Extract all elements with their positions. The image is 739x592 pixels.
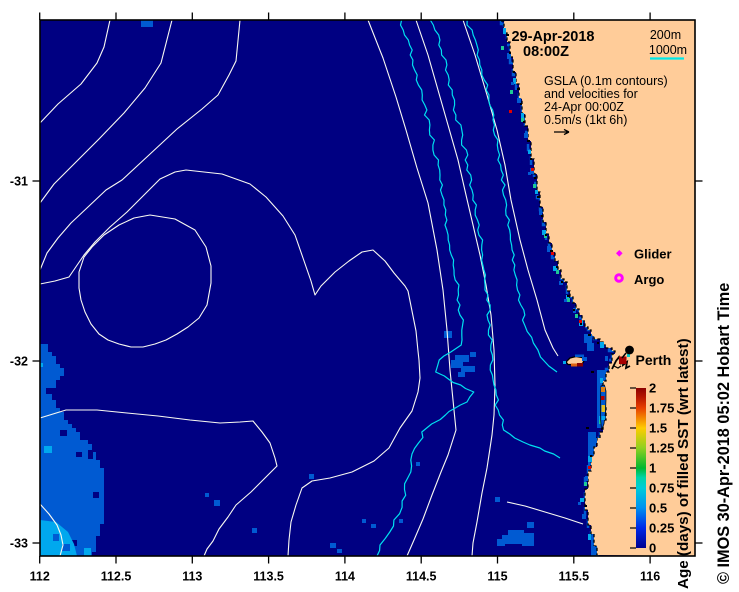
svg-text:115.5: 115.5 (559, 570, 590, 584)
svg-text:113: 113 (182, 570, 202, 584)
svg-text:1.25: 1.25 (649, 441, 674, 456)
svg-text:112: 112 (30, 570, 50, 584)
svg-text:Age (days) of filled SST (wrt: Age (days) of filled SST (wrt latest) (675, 338, 692, 589)
svg-text:112.5: 112.5 (101, 570, 132, 584)
svg-text:113.5: 113.5 (253, 570, 284, 584)
svg-text:1.5: 1.5 (649, 421, 667, 436)
svg-text:114: 114 (335, 570, 355, 584)
svg-text:1000m: 1000m (649, 43, 687, 57)
svg-text:0.25: 0.25 (649, 521, 674, 536)
svg-text:1: 1 (649, 461, 656, 476)
svg-text:Argo: Argo (634, 272, 664, 287)
svg-text:and velocities for: and velocities for (544, 87, 638, 101)
svg-text:114.5: 114.5 (406, 570, 437, 584)
svg-text:© IMOS 30-Apr-2018 05:02 Hobar: © IMOS 30-Apr-2018 05:02 Hobart Time (715, 283, 733, 584)
svg-text:08:00Z: 08:00Z (523, 44, 569, 60)
svg-text:-33: -33 (10, 537, 28, 551)
svg-text:0.5m/s (1kt 6h): 0.5m/s (1kt 6h) (544, 113, 627, 127)
svg-text:Perth: Perth (636, 352, 672, 368)
svg-text:24-Apr 00:00Z: 24-Apr 00:00Z (544, 100, 624, 114)
svg-text:1.75: 1.75 (649, 401, 674, 416)
svg-text:0.5: 0.5 (649, 501, 667, 516)
svg-text:2: 2 (649, 381, 656, 396)
svg-text:200m: 200m (650, 28, 681, 42)
svg-text:-32: -32 (10, 355, 28, 369)
svg-text:-31: -31 (10, 175, 28, 189)
svg-text:29-Apr-2018: 29-Apr-2018 (511, 29, 594, 45)
svg-text:116: 116 (640, 570, 660, 584)
svg-text:0: 0 (649, 541, 656, 556)
svg-text:115: 115 (487, 570, 507, 584)
svg-text:GSLA (0.1m contours): GSLA (0.1m contours) (544, 74, 668, 88)
svg-text:Glider: Glider (634, 247, 672, 262)
svg-text:0.75: 0.75 (649, 481, 674, 496)
